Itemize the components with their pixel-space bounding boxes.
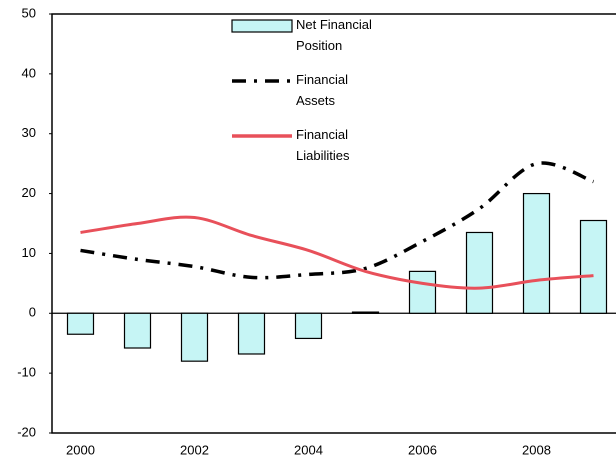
line	[80, 215, 594, 290]
bar	[351, 311, 380, 314]
plot-frame	[51, 13, 616, 434]
y-tick-label: 0	[29, 305, 36, 320]
x-tick-label: 2002	[180, 442, 209, 457]
bar	[522, 192, 551, 314]
y-tick-label: -20	[17, 424, 36, 439]
bar	[294, 312, 323, 340]
legend-line: Assets	[296, 93, 336, 108]
legend-line: Financial	[296, 72, 352, 87]
legend-line: Net Financial	[296, 17, 375, 32]
bar	[408, 270, 437, 314]
legend-label: Financial Liabilities	[296, 127, 352, 163]
y-tick-label: 40	[22, 65, 36, 80]
x-tick-label: 2004	[294, 442, 323, 457]
legend-line: Liabilities	[296, 148, 350, 163]
x-tick-label: 2008	[522, 442, 551, 457]
bar	[66, 312, 95, 335]
legend-line: Position	[296, 38, 342, 53]
bar	[465, 231, 494, 314]
y-tick-label: 50	[22, 5, 36, 20]
bar	[579, 219, 608, 314]
x-tick-label: 2000	[66, 442, 95, 457]
x-tick-label: 2006	[408, 442, 437, 457]
legend-swatch	[231, 19, 293, 33]
legend-label: Financial Assets	[296, 72, 352, 108]
bar	[180, 312, 209, 362]
y-tick-label: -10	[17, 365, 36, 380]
y-tick-label: 20	[22, 185, 36, 200]
legend-line: Financial	[296, 127, 352, 142]
y-tick-label: 30	[22, 125, 36, 140]
bar	[237, 312, 266, 355]
line	[80, 161, 595, 280]
bar	[123, 312, 152, 349]
y-tick-label: 10	[22, 245, 36, 260]
legend-label: Net Financial Position	[296, 17, 375, 53]
